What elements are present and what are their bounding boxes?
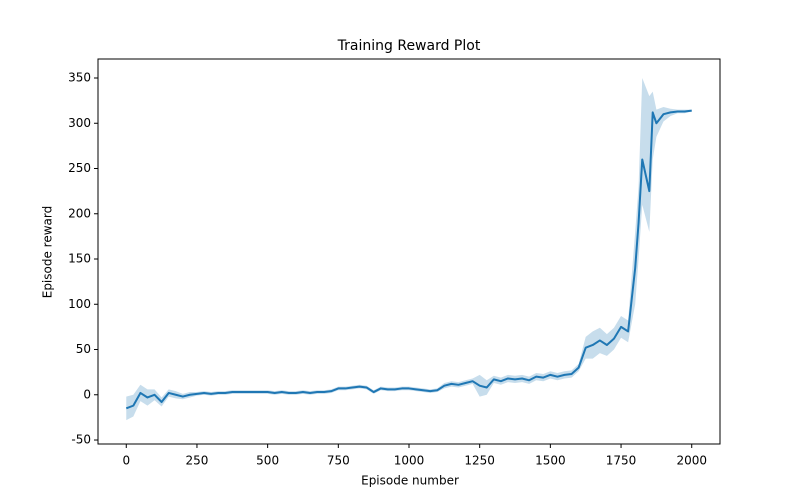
y-tick-label: 0 — [83, 387, 91, 401]
x-tick-label: 500 — [256, 454, 279, 468]
x-tick-label: 2000 — [676, 454, 707, 468]
y-tick-label: 150 — [68, 252, 91, 266]
y-tick-label: 250 — [68, 161, 91, 175]
x-tick-label: 0 — [122, 454, 130, 468]
x-tick-label: 750 — [327, 454, 350, 468]
line — [125, 109, 692, 410]
x-tick-label: 1500 — [535, 454, 566, 468]
x-axis-label: Episode number — [361, 474, 459, 488]
plot-frame — [97, 58, 721, 445]
x-tick-label: 1000 — [394, 454, 425, 468]
y-tick-label: 50 — [76, 342, 91, 356]
x-tick-label: 1250 — [464, 454, 495, 468]
chart-title: Training Reward Plot — [337, 38, 481, 54]
y-tick-label: -50 — [71, 433, 91, 447]
y-tick-label: 100 — [68, 297, 91, 311]
y-tick-label: 300 — [68, 116, 91, 130]
y-axis-label: Episode reward — [41, 206, 55, 299]
y-tick-label: 200 — [68, 206, 91, 220]
x-tick-label: 1750 — [606, 454, 637, 468]
x-tick-label: 250 — [186, 454, 209, 468]
y-tick-label: 350 — [68, 71, 91, 85]
